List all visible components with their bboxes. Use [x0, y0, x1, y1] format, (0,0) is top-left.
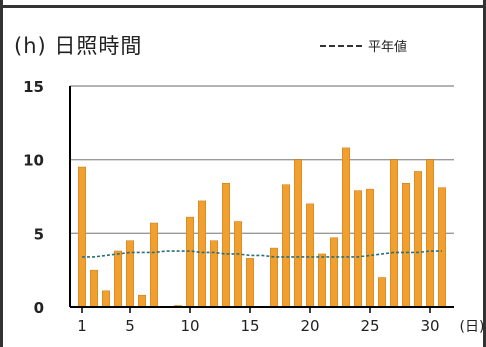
- bar-day-6: [138, 294, 146, 308]
- y-tick-label-15: 15: [23, 78, 44, 96]
- bar-day-14: [234, 221, 242, 308]
- bar-day-2: [90, 269, 98, 308]
- x-axis-label: (日): [460, 319, 485, 335]
- bar-day-21: [318, 253, 326, 308]
- legend: 平年値: [320, 36, 407, 55]
- x-tick-label-1: 1: [77, 317, 87, 335]
- chart-title: (h) 日照時間: [14, 34, 143, 58]
- bar-day-10: [186, 216, 194, 308]
- legend-normal-label: 平年値: [368, 40, 408, 55]
- x-tick-label-10: 10: [180, 317, 199, 335]
- normal-line-series: [82, 250, 442, 258]
- bar-day-30: [426, 159, 434, 308]
- frame-top-border: [0, 0, 486, 8]
- x-tick-label-20: 20: [300, 317, 319, 335]
- frame-right-border: [483, 0, 486, 347]
- x-tick-label-5: 5: [125, 317, 135, 335]
- bar-day-27: [390, 159, 398, 308]
- bar-day-4: [114, 250, 122, 308]
- bar-day-3: [102, 290, 110, 308]
- x-tick-label-25: 25: [360, 317, 379, 335]
- bar-day-24: [354, 190, 362, 308]
- bar-day-20: [306, 203, 314, 308]
- y-tick-label-0: 0: [34, 299, 44, 317]
- bar-day-5: [126, 240, 134, 308]
- bar-day-1: [78, 166, 86, 308]
- bar-day-23: [342, 147, 350, 308]
- bar-day-13: [222, 182, 230, 308]
- bar-day-31: [438, 187, 446, 308]
- bar-day-18: [282, 184, 290, 308]
- y-tick-label-10: 10: [23, 152, 44, 170]
- bar-day-28: [402, 182, 410, 308]
- frame-left-border: [0, 0, 3, 347]
- bar-day-29: [414, 171, 422, 308]
- bar-day-12: [210, 240, 218, 308]
- x-tick-label-30: 30: [420, 317, 439, 335]
- bar-day-26: [378, 277, 386, 308]
- bar-day-19: [294, 159, 302, 308]
- bar-day-25: [366, 188, 374, 308]
- bar-day-15: [246, 258, 254, 308]
- legend-normal-line: [320, 44, 362, 47]
- bar-day-22: [330, 237, 338, 308]
- bar-day-11: [198, 200, 206, 308]
- y-tick-label-5: 5: [34, 225, 44, 243]
- bar-day-7: [150, 222, 158, 308]
- x-tick-label-15: 15: [240, 317, 259, 335]
